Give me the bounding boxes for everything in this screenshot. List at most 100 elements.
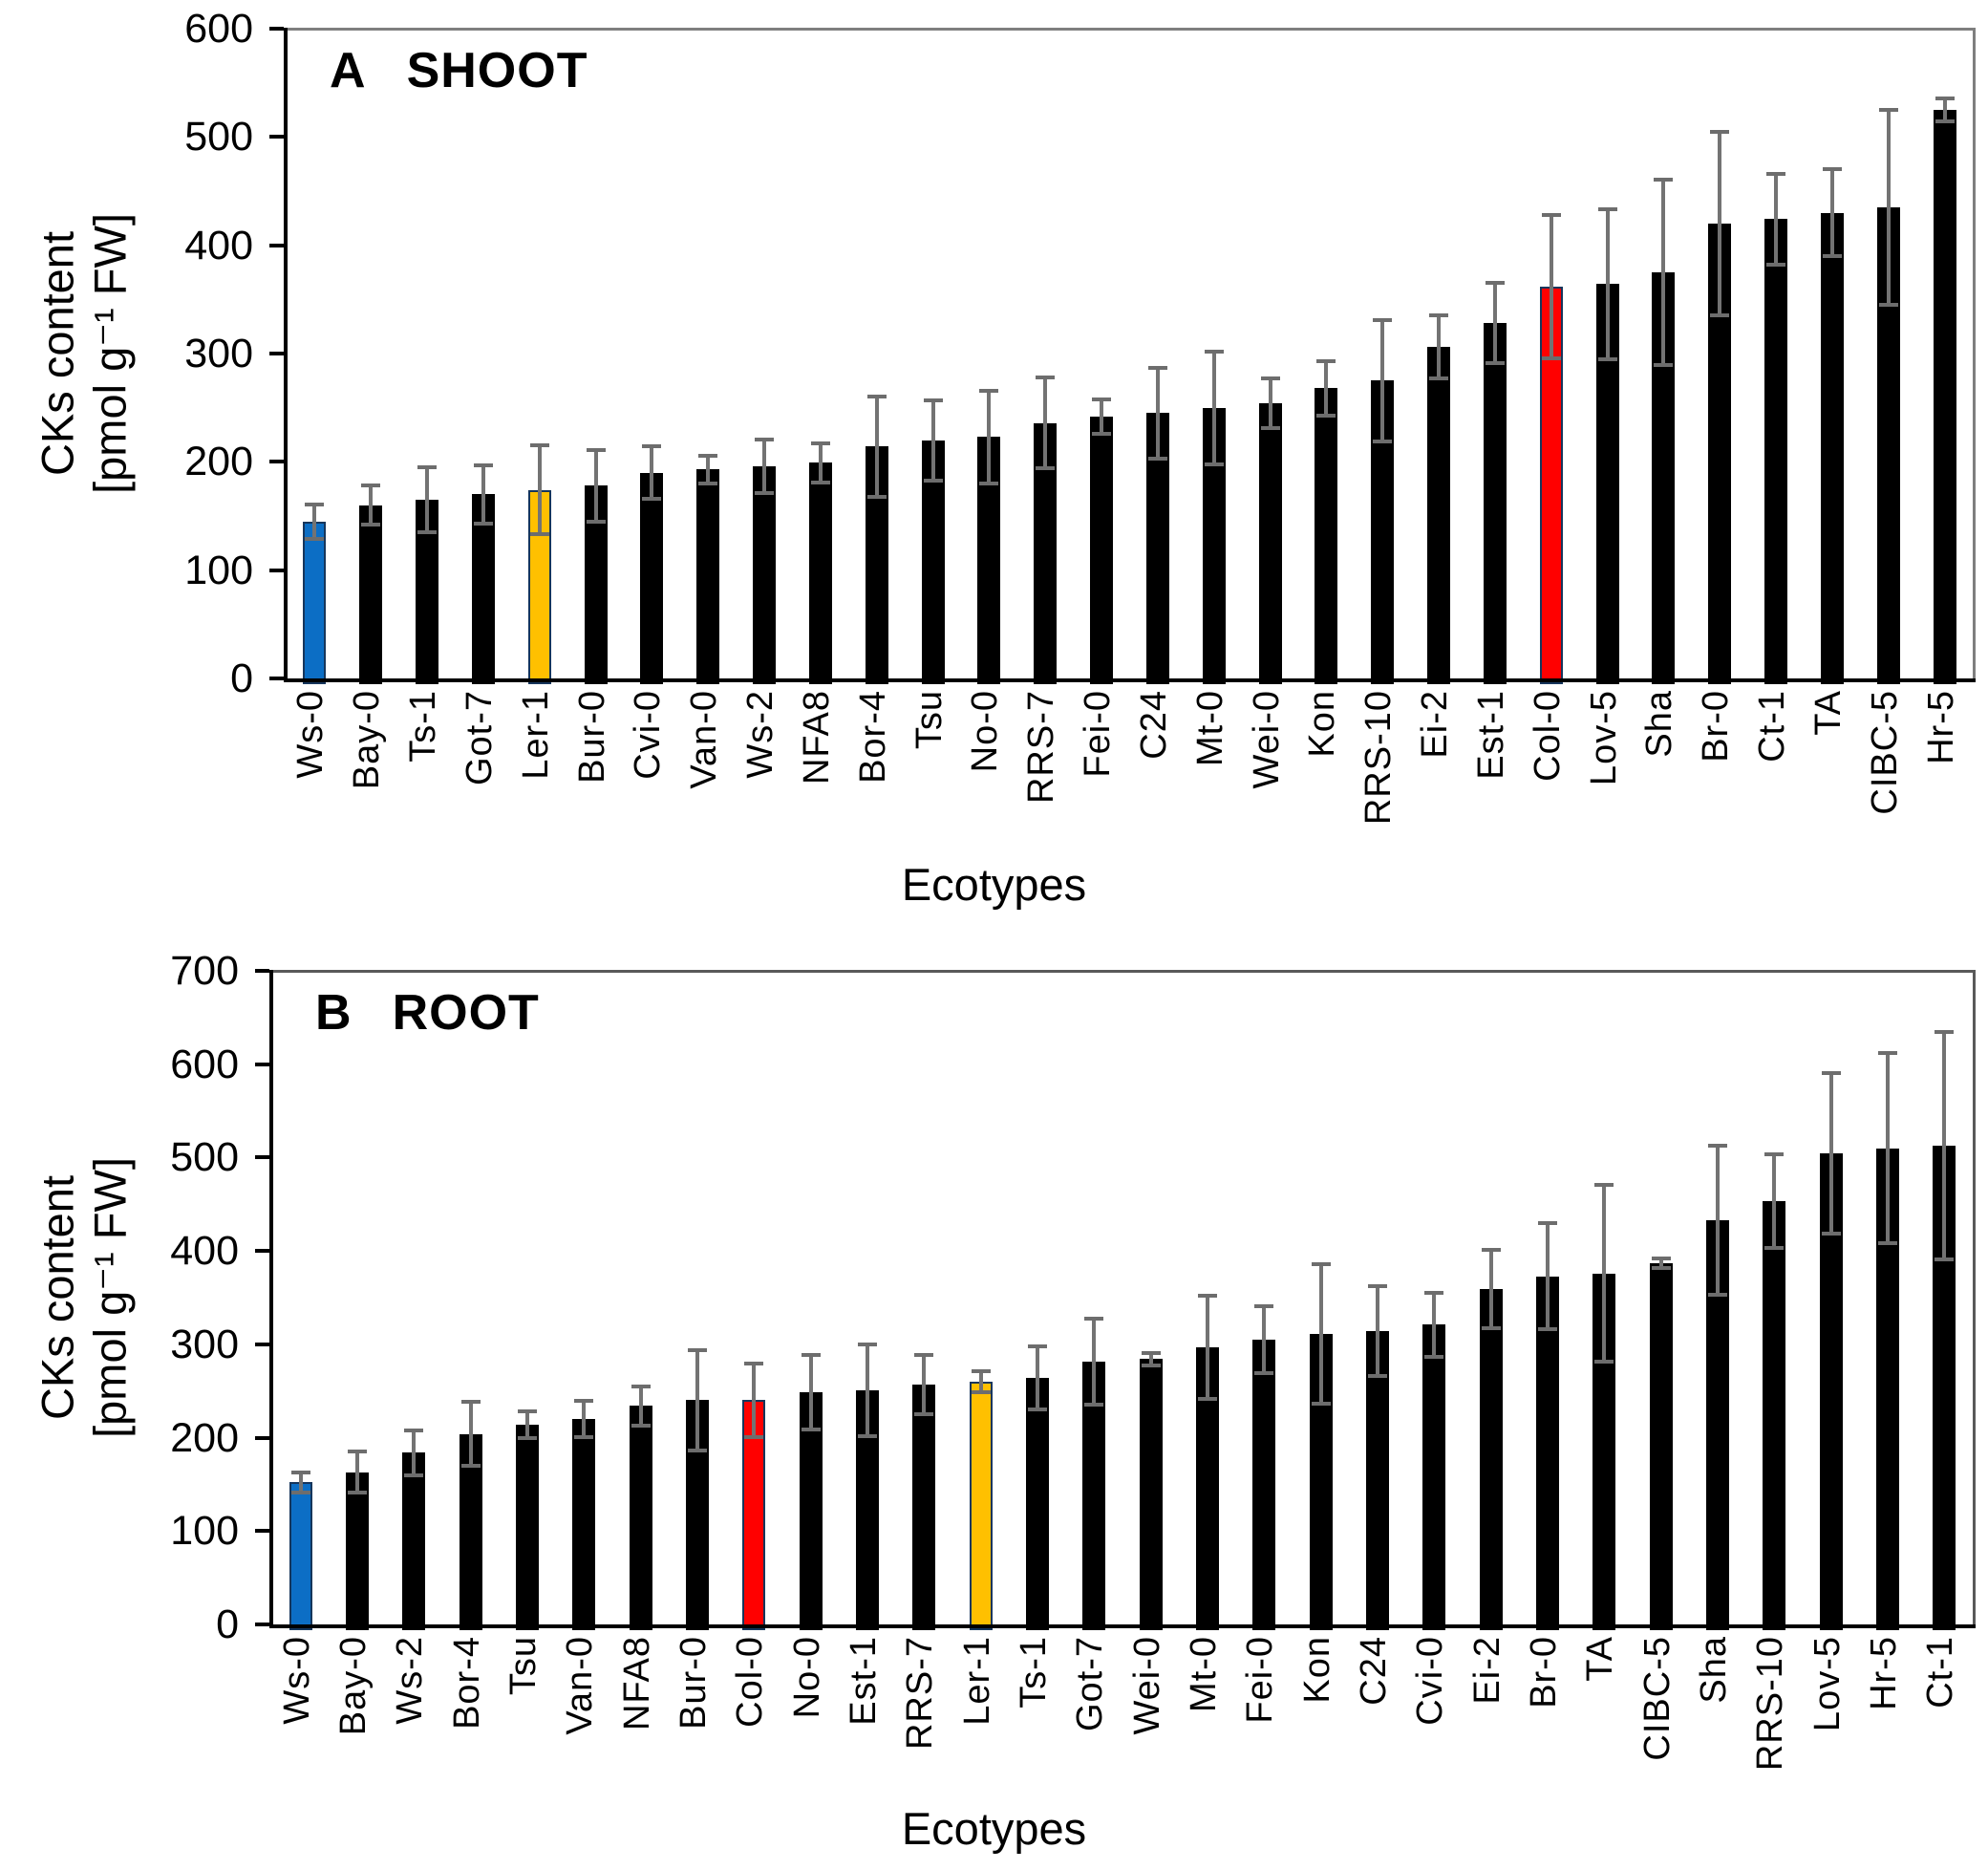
error-bar-cap-bottom-Tsu bbox=[518, 1435, 537, 1440]
y-tick bbox=[269, 568, 284, 572]
error-bar-Bor-4 bbox=[468, 1402, 473, 1466]
y-tick-label: 500 bbox=[170, 1134, 239, 1181]
bar-Fei-0 bbox=[1252, 1339, 1276, 1630]
x-category-label-Got-7: Got-7 bbox=[459, 690, 500, 786]
bar-Wei-0 bbox=[1139, 1359, 1163, 1630]
plot-border-left bbox=[284, 28, 288, 681]
x-category-label-Sha: Sha bbox=[1639, 690, 1680, 758]
error-bar-Kon bbox=[1318, 1263, 1323, 1405]
x-category-label-Kon: Kon bbox=[1296, 1636, 1337, 1704]
plot-border-right bbox=[1973, 970, 1976, 1625]
error-bar-C24 bbox=[1376, 1286, 1379, 1377]
error-bar-Ei-2 bbox=[1437, 315, 1442, 379]
error-bar-Tsu bbox=[525, 1411, 529, 1438]
error-bar-Est-1 bbox=[866, 1343, 869, 1436]
bar-Cvi-0 bbox=[640, 472, 664, 684]
error-bar-cap-bottom-Cvi-0 bbox=[1424, 1354, 1444, 1359]
error-bar-cap-top-C24 bbox=[1368, 1284, 1387, 1289]
error-bar-cap-top-Tsu bbox=[518, 1409, 537, 1414]
error-bar-Ler-1 bbox=[978, 1371, 983, 1392]
error-bar-Wei-0 bbox=[1148, 1352, 1153, 1366]
bar-Van-0 bbox=[572, 1419, 596, 1630]
x-category-label-RRS-10: RRS-10 bbox=[1358, 690, 1400, 826]
error-bar-Cvi-0 bbox=[650, 446, 654, 499]
x-category-label-Ts-1: Ts-1 bbox=[1014, 1636, 1054, 1709]
y-tick bbox=[269, 460, 284, 464]
error-bar-Ws-0 bbox=[312, 504, 317, 539]
error-bar-cap-bottom-RRS-7 bbox=[914, 1412, 934, 1417]
error-bar-cap-top-Bur-0 bbox=[586, 447, 606, 452]
error-bar-cap-bottom-Est-1 bbox=[1485, 361, 1505, 366]
y-axis-title-line1: CKs content bbox=[32, 230, 83, 477]
error-bar-cap-bottom-Tsu bbox=[923, 478, 943, 483]
bar-RRS-7 bbox=[912, 1384, 936, 1630]
error-bar-cap-bottom-Fei-0 bbox=[1092, 431, 1112, 436]
error-bar-cap-top-Col-0 bbox=[1541, 212, 1561, 217]
error-bar-TA bbox=[1829, 169, 1834, 256]
error-bar-cap-bottom-Ts-1 bbox=[1028, 1408, 1047, 1412]
x-category-label-NFA8: NFA8 bbox=[796, 690, 837, 785]
bar-NFA8 bbox=[629, 1406, 652, 1630]
x-category-label-Kon: Kon bbox=[1302, 690, 1343, 758]
error-bar-cap-bottom-Van-0 bbox=[574, 1434, 594, 1439]
x-category-label-Ws-0: Ws-0 bbox=[290, 690, 331, 779]
panel-b-name: ROOT bbox=[392, 985, 540, 1041]
x-category-label-Bur-0: Bur-0 bbox=[673, 1636, 714, 1730]
y-tick bbox=[269, 352, 284, 355]
bar-Van-0 bbox=[696, 469, 720, 684]
x-category-label-Lov-5: Lov-5 bbox=[1806, 1636, 1848, 1732]
x-category-label-NFA8: NFA8 bbox=[616, 1636, 657, 1731]
bar-Ws-0 bbox=[303, 521, 327, 684]
error-bar-Ws-2 bbox=[762, 439, 767, 494]
error-bar-cap-top-NFA8 bbox=[810, 441, 830, 446]
error-bar-cap-top-Mt-0 bbox=[1204, 349, 1224, 354]
y-tick bbox=[255, 1435, 269, 1440]
error-bar-Fei-0 bbox=[1262, 1305, 1267, 1374]
error-bar-cap-bottom-Bay-0 bbox=[348, 1491, 367, 1495]
error-bar-TA bbox=[1602, 1184, 1607, 1363]
error-bar-cap-bottom-Col-0 bbox=[744, 1434, 764, 1439]
error-bar-cap-bottom-Bay-0 bbox=[361, 523, 381, 527]
x-category-label-Van-0: Van-0 bbox=[560, 1636, 601, 1735]
error-bar-cap-bottom-No-0 bbox=[801, 1427, 821, 1431]
x-category-label-Van-0: Van-0 bbox=[684, 690, 725, 789]
bar-RRS-10 bbox=[1763, 1201, 1786, 1630]
error-bar-cap-top-NFA8 bbox=[631, 1384, 651, 1388]
error-bar-cap-top-RRS-7 bbox=[1036, 375, 1056, 379]
error-bar-cap-bottom-Lov-5 bbox=[1821, 1231, 1841, 1236]
bar-Ler-1 bbox=[527, 489, 551, 684]
error-bar-Kon bbox=[1324, 360, 1329, 416]
error-bar-C24 bbox=[1155, 367, 1160, 459]
x-category-label-Ler-1: Ler-1 bbox=[956, 1636, 997, 1726]
error-bar-cap-top-Est-1 bbox=[858, 1342, 877, 1346]
error-bar-cap-bottom-Cvi-0 bbox=[642, 496, 662, 501]
error-bar-cap-bottom-Br-0 bbox=[1710, 313, 1730, 318]
panel-a-y-axis-title: CKs content [pmol g⁻¹ FW] bbox=[32, 213, 138, 494]
panel-a-letter: A bbox=[330, 43, 367, 98]
error-bar-cap-bottom-Hr-5 bbox=[1935, 119, 1955, 124]
plot-border-top bbox=[285, 28, 1975, 31]
x-category-label-Got-7: Got-7 bbox=[1070, 1636, 1111, 1732]
x-category-label-CIBC-5: CIBC-5 bbox=[1636, 1636, 1678, 1761]
error-bar-cap-top-Bur-0 bbox=[688, 1347, 707, 1352]
y-tick-label: 0 bbox=[216, 1601, 239, 1647]
error-bar-cap-top-Lov-5 bbox=[1821, 1070, 1841, 1075]
error-bar-cap-top-Bor-4 bbox=[460, 1400, 481, 1405]
error-bar-cap-top-Hr-5 bbox=[1935, 96, 1955, 100]
x-category-label-RRS-10: RRS-10 bbox=[1750, 1636, 1791, 1772]
x-category-label-No-0: No-0 bbox=[786, 1636, 827, 1719]
error-bar-cap-bottom-Wei-0 bbox=[1260, 426, 1280, 431]
y-tick-label: 100 bbox=[184, 547, 253, 593]
plot-border-top bbox=[270, 970, 1975, 973]
error-bar-cap-top-CIBC-5 bbox=[1651, 1256, 1671, 1260]
x-category-label-Wei-0: Wei-0 bbox=[1126, 1636, 1167, 1735]
error-bar-cap-bottom-Sha bbox=[1708, 1293, 1727, 1298]
error-bar-cap-top-Wei-0 bbox=[1260, 376, 1280, 381]
x-category-label-RRS-7: RRS-7 bbox=[900, 1636, 941, 1751]
error-bar-cap-bottom-TA bbox=[1594, 1360, 1614, 1365]
x-category-label-RRS-7: RRS-7 bbox=[1021, 690, 1062, 805]
bar-Br-0 bbox=[1536, 1276, 1559, 1630]
error-bar-Bay-0 bbox=[355, 1451, 359, 1494]
plot-border-bottom-axis bbox=[269, 1624, 1976, 1628]
x-category-label-Ei-2: Ei-2 bbox=[1466, 1636, 1507, 1705]
